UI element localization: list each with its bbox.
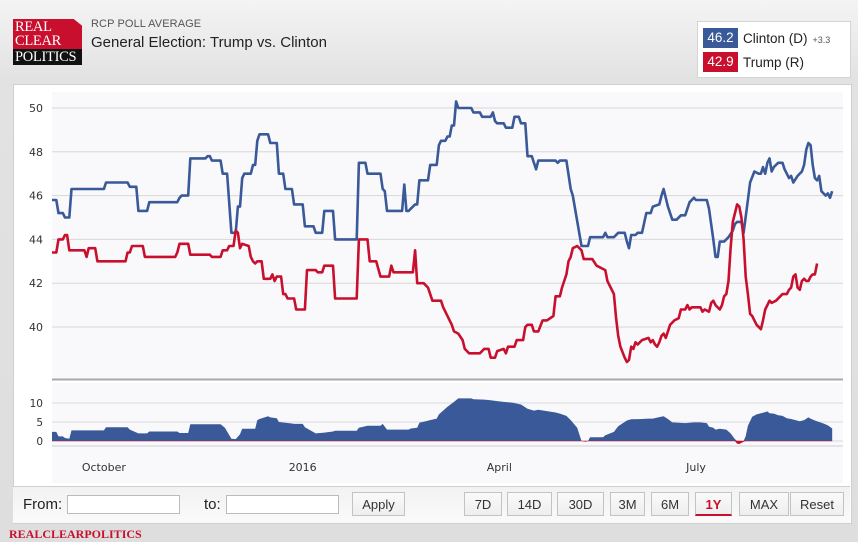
series-line-clinton [52,100,834,259]
range-button-1y[interactable]: 1Y [695,492,732,516]
y-tick-label: 46 [29,190,43,203]
trump-name: Trump (R) [743,54,804,70]
to-label: to: [204,496,221,513]
to-date-input[interactable] [226,495,339,514]
legend: 46.2 Clinton (D) +3.3 42.9 Trump (R) [697,21,851,78]
y-tick-label: 42 [29,277,43,290]
y-tick-label: 48 [29,146,43,159]
nav-y-tick-label: 10 [30,398,43,410]
y-tick-label: 50 [29,102,43,115]
range-button-3m[interactable]: 3M [610,492,645,516]
from-label: From: [23,496,63,513]
rcp-logo[interactable]: REAL CLEAR POLITICS [13,19,82,65]
chart-subtitle: RCP POLL AVERAGE [91,18,202,30]
range-button-6m[interactable]: 6M [651,492,689,516]
range-button-7d[interactable]: 7D [464,492,502,516]
date-range-controls: From: to: Apply 7D 14D 30D 3M 6M 1Y MAX Reset [13,486,850,523]
y-tick-label: 40 [29,321,43,334]
from-date-input[interactable] [67,495,180,514]
logo-black-block [13,49,82,65]
clinton-value-badge: 46.2 [703,28,738,48]
footer-brand[interactable]: REALCLEARPOLITICS [9,527,142,541]
reset-button[interactable]: Reset [790,492,844,516]
series-line-trump [52,203,819,364]
main-plot-area [52,92,843,379]
legend-item-trump[interactable]: 42.9 Trump (R) [703,52,804,72]
logo-line-3: POLITICS [15,49,77,65]
nav-y-tick-label: 5 [36,417,43,429]
apply-button[interactable]: Apply [352,492,405,516]
x-tick-label-july: July [685,461,706,474]
range-button-max[interactable]: MAX [739,492,789,516]
nav-y-tick-label: 0 [36,436,43,448]
clinton-name: Clinton (D) [743,30,808,46]
spread-area-positive [52,398,833,441]
x-tick-label-october: October [82,461,126,474]
range-button-30d[interactable]: 30D [557,492,604,516]
y-tick-label: 44 [29,233,43,246]
range-button-14d[interactable]: 14D [507,492,552,516]
chart-title: General Election: Trump vs. Clinton [91,34,327,51]
logo-red-block [13,19,82,49]
logo-line-2: CLEAR [15,33,62,49]
clinton-spread: +3.3 [812,34,831,45]
x-tick-label-2016: 2016 [289,461,317,474]
x-tick-label-april: April [487,461,512,474]
logo-line-1: REAL [15,19,52,35]
trump-value-badge: 42.9 [703,52,738,72]
legend-item-clinton[interactable]: 46.2 Clinton (D) +3.3 [703,28,830,48]
